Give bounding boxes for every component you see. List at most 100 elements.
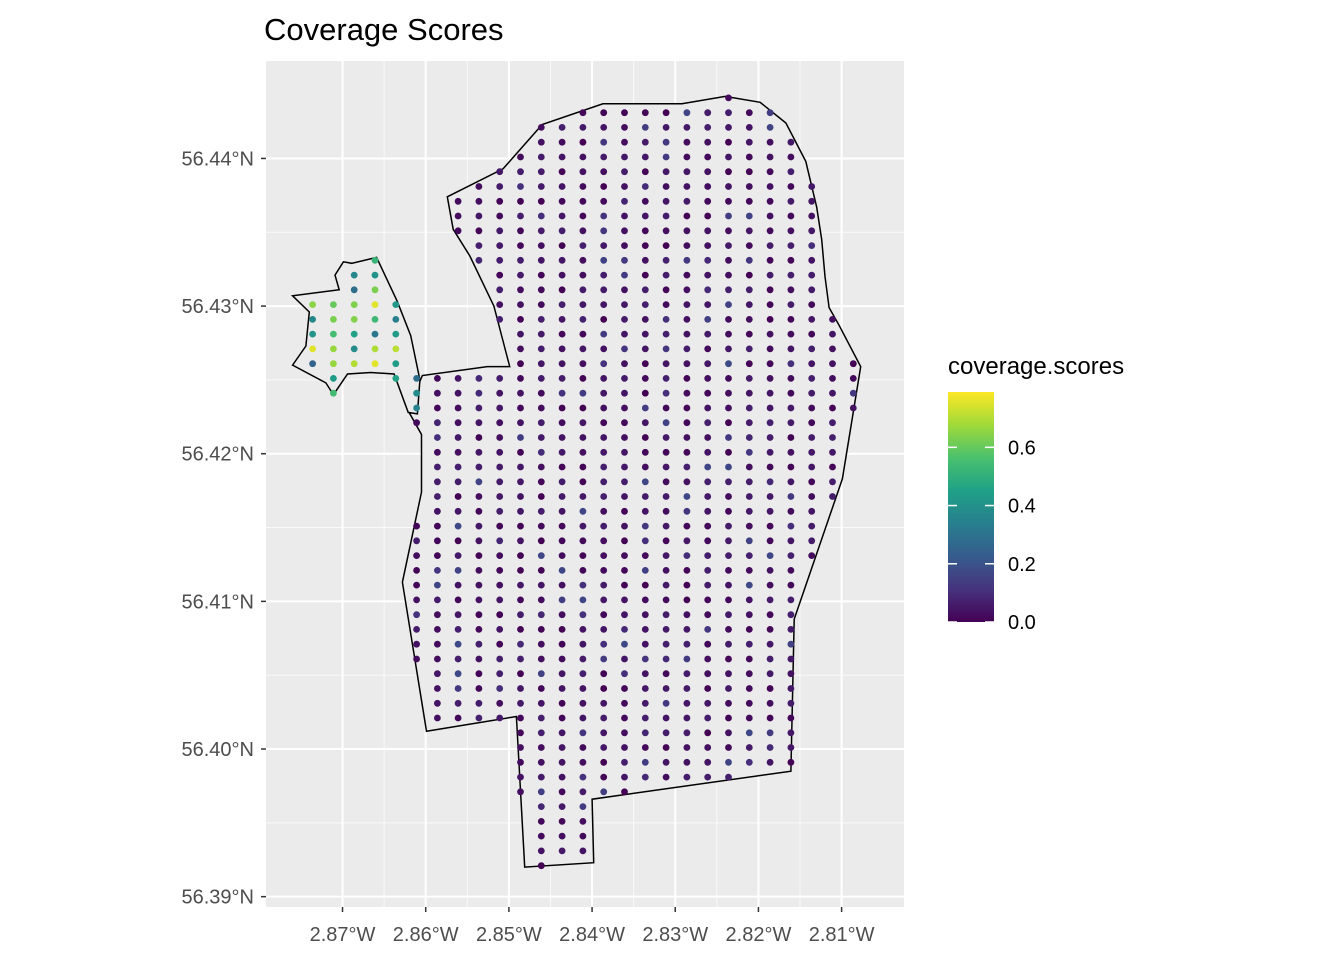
data-point — [496, 316, 504, 323]
data-point — [496, 168, 504, 176]
data-point — [371, 360, 379, 368]
data-point — [558, 448, 566, 456]
data-point — [641, 212, 649, 220]
data-point — [725, 567, 732, 574]
legend-tick-label: 0.4 — [1008, 496, 1036, 518]
data-point — [683, 404, 691, 412]
data-point — [621, 522, 628, 530]
data-point — [621, 685, 628, 692]
data-point — [330, 301, 337, 308]
data-point — [558, 124, 566, 131]
data-point — [600, 773, 608, 781]
data-point — [683, 256, 691, 264]
data-point — [579, 124, 587, 131]
data-point — [621, 773, 628, 781]
data-point — [704, 316, 712, 323]
data-point — [704, 183, 712, 190]
data-point — [600, 478, 608, 486]
data-point — [704, 640, 712, 648]
data-point — [766, 596, 774, 604]
data-point — [558, 227, 566, 235]
data-point — [683, 242, 691, 250]
data-point — [600, 552, 608, 559]
data-point — [808, 419, 816, 427]
x-tick-label: 2.85°W — [476, 924, 542, 946]
data-point — [579, 256, 587, 264]
data-point — [558, 773, 566, 781]
data-point — [579, 640, 587, 648]
data-point — [475, 640, 483, 648]
data-point — [392, 316, 400, 323]
data-point — [537, 507, 545, 515]
data-point — [579, 552, 587, 559]
data-point — [683, 286, 691, 294]
data-point — [600, 507, 608, 515]
y-tick-label: 56.43°N — [182, 296, 255, 318]
data-point — [787, 640, 795, 648]
data-point — [537, 345, 545, 353]
data-point — [725, 301, 732, 308]
data-point — [454, 714, 462, 722]
data-point — [725, 419, 732, 427]
data-point — [641, 183, 649, 190]
legend-tick-label: 0.6 — [1008, 437, 1036, 459]
data-point — [725, 138, 732, 146]
data-point — [350, 330, 358, 338]
data-point — [641, 552, 649, 559]
data-point — [434, 714, 441, 722]
data-point — [662, 138, 670, 146]
data-point — [725, 375, 732, 382]
data-point — [600, 522, 608, 530]
data-point — [704, 729, 712, 737]
data-point — [558, 626, 566, 633]
data-point — [517, 256, 524, 264]
data-point — [309, 316, 316, 323]
data-point — [621, 626, 628, 633]
data-point — [829, 330, 836, 338]
data-point — [725, 286, 732, 294]
data-point — [641, 773, 649, 781]
data-point — [537, 389, 545, 397]
data-point — [787, 301, 795, 308]
data-point — [829, 419, 836, 427]
data-point — [600, 301, 608, 308]
data-point — [766, 256, 774, 264]
data-point — [517, 596, 524, 604]
data-point — [787, 655, 795, 663]
data-point — [434, 493, 441, 500]
data-point — [475, 493, 483, 500]
data-point — [600, 153, 608, 161]
data-point — [787, 227, 795, 235]
data-point — [808, 227, 816, 235]
data-point — [641, 227, 649, 235]
data-point — [537, 773, 545, 781]
data-point — [579, 522, 587, 530]
data-point — [579, 803, 587, 810]
data-point — [704, 537, 712, 545]
data-point — [579, 611, 587, 619]
data-point — [579, 581, 587, 589]
data-point — [829, 404, 836, 412]
data-point — [766, 375, 774, 382]
data-point — [537, 316, 545, 323]
data-point — [829, 478, 836, 486]
data-point — [621, 655, 628, 663]
data-point — [434, 448, 441, 456]
data-point — [434, 434, 441, 441]
data-point — [413, 552, 420, 559]
data-point — [808, 522, 816, 530]
data-point — [641, 419, 649, 427]
data-point — [662, 330, 670, 338]
data-point — [454, 493, 462, 500]
data-point — [537, 124, 545, 131]
data-point — [496, 567, 504, 574]
data-point — [413, 522, 420, 530]
data-point — [621, 493, 628, 500]
data-point — [579, 419, 587, 427]
data-point — [537, 729, 545, 737]
data-point — [579, 847, 587, 855]
data-point — [579, 537, 587, 545]
data-point — [517, 773, 524, 781]
data-point — [558, 389, 566, 397]
data-point — [413, 581, 420, 589]
